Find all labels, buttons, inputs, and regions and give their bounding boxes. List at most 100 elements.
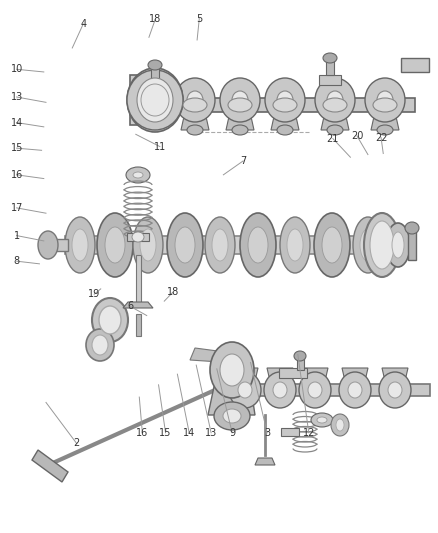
Bar [175,98,415,112]
Polygon shape [321,112,349,130]
Ellipse shape [229,372,261,408]
Ellipse shape [220,78,260,122]
Ellipse shape [379,372,411,408]
Ellipse shape [405,222,419,234]
Ellipse shape [65,217,95,273]
Ellipse shape [287,229,303,261]
Ellipse shape [336,419,344,431]
Bar [135,255,141,305]
Ellipse shape [348,382,362,398]
Ellipse shape [353,217,383,273]
Bar [65,236,400,254]
Ellipse shape [240,213,276,277]
Ellipse shape [133,217,163,273]
Ellipse shape [277,91,293,109]
Text: 10: 10 [11,64,23,74]
Text: 11: 11 [154,142,166,151]
Ellipse shape [331,414,349,436]
Ellipse shape [360,229,376,261]
Polygon shape [123,302,153,308]
Bar [408,230,416,260]
Text: 15: 15 [11,143,23,153]
Ellipse shape [105,227,125,263]
Ellipse shape [205,217,235,273]
Polygon shape [232,368,258,381]
Ellipse shape [126,167,150,183]
Ellipse shape [38,231,58,259]
Text: 8: 8 [14,256,20,266]
Bar [279,368,307,378]
Ellipse shape [137,78,173,122]
Text: 2: 2 [74,439,80,448]
Polygon shape [271,112,299,130]
Ellipse shape [228,98,252,112]
Bar [297,354,304,370]
Ellipse shape [248,227,268,263]
Ellipse shape [167,213,203,277]
Ellipse shape [364,213,400,277]
Ellipse shape [277,125,293,135]
Polygon shape [255,458,275,465]
Ellipse shape [210,342,254,398]
Ellipse shape [273,382,287,398]
Ellipse shape [187,91,203,109]
Ellipse shape [373,98,397,112]
Text: 14: 14 [11,118,23,127]
Ellipse shape [299,372,331,408]
Ellipse shape [187,125,203,135]
Polygon shape [181,112,209,130]
Text: 21: 21 [327,134,339,143]
Polygon shape [342,368,368,381]
Polygon shape [302,368,328,381]
Text: 15: 15 [159,428,172,438]
Polygon shape [190,348,225,362]
Text: 19: 19 [88,289,100,299]
Ellipse shape [92,298,128,342]
Text: 7: 7 [240,156,246,166]
Polygon shape [382,368,408,381]
Ellipse shape [133,172,143,178]
Ellipse shape [264,372,296,408]
Text: 16: 16 [136,428,148,438]
Ellipse shape [388,382,402,398]
Polygon shape [267,368,293,381]
Text: 1: 1 [14,231,20,240]
Bar [230,384,430,396]
Bar [42,239,67,251]
Ellipse shape [273,98,297,112]
Ellipse shape [148,60,162,70]
Text: 18: 18 [167,287,179,297]
Bar [401,58,429,72]
Ellipse shape [127,70,183,130]
Ellipse shape [141,84,169,116]
Ellipse shape [370,221,394,269]
Ellipse shape [175,227,195,263]
Ellipse shape [327,91,343,109]
Text: 12: 12 [303,428,315,438]
Ellipse shape [92,335,108,355]
Polygon shape [32,450,68,482]
Ellipse shape [132,232,144,242]
Ellipse shape [294,351,306,361]
Bar [127,233,149,241]
Text: 14: 14 [183,428,195,438]
Ellipse shape [223,409,241,423]
Ellipse shape [280,217,310,273]
Ellipse shape [127,68,183,132]
Ellipse shape [97,213,133,277]
Bar [135,314,141,336]
Text: 5: 5 [196,14,202,23]
Text: 9: 9 [229,428,235,438]
Ellipse shape [323,53,337,63]
Text: 6: 6 [127,302,134,311]
Text: 17: 17 [11,203,23,213]
Ellipse shape [72,229,88,261]
Ellipse shape [365,78,405,122]
Ellipse shape [232,125,248,135]
Text: 22: 22 [375,133,387,142]
Bar [281,428,299,436]
Ellipse shape [86,329,114,361]
Ellipse shape [317,417,327,423]
Ellipse shape [392,232,404,258]
Ellipse shape [322,227,342,263]
